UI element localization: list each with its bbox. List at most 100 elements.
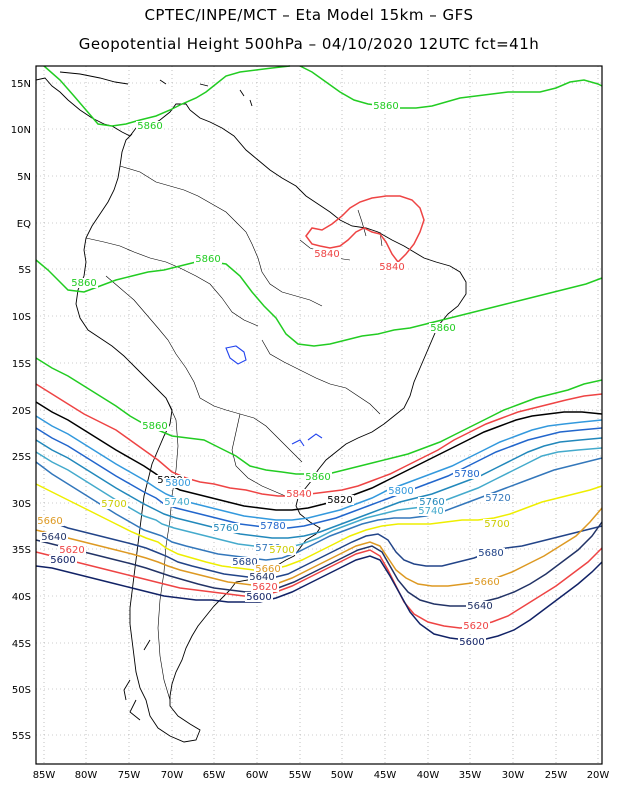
contour-label: 5860: [305, 472, 330, 483]
contour-label: 5700: [101, 499, 126, 510]
contour-label: 5860: [430, 323, 455, 334]
latitude-label: 30S: [12, 499, 31, 510]
contour-label-background: [387, 486, 415, 496]
longitude-label: 30W: [502, 770, 525, 781]
longitude-label: 85W: [33, 770, 56, 781]
latitude-label: 25S: [12, 452, 31, 463]
latitude-label: 15N: [11, 79, 31, 90]
map-frame: [35, 65, 603, 765]
contour-5780: [35, 427, 603, 529]
contour-label: 5860: [71, 278, 96, 289]
contour-label: 5860: [142, 421, 167, 432]
contour-label-background: [268, 545, 296, 555]
contour-label: 5740: [418, 506, 443, 517]
contour-label: 5800: [388, 486, 413, 497]
contour-label-background: [477, 548, 505, 558]
contour-label: 5720: [485, 493, 510, 504]
latitude-label: 10S: [12, 312, 31, 323]
contour-label-background: [304, 472, 332, 482]
chile-islands: [123, 639, 151, 721]
contour-label: 5700: [269, 545, 294, 556]
contour-5640: [35, 521, 603, 607]
contour-label-background: [212, 523, 240, 533]
contour-label-background: [163, 497, 191, 507]
latitude-label: 55S: [12, 731, 31, 742]
contour-5740: [35, 447, 603, 549]
latitude-label: EQ: [17, 219, 31, 230]
cuba-coast: [59, 71, 129, 85]
contour-5720: [35, 457, 603, 561]
latitude-label: 10N: [11, 125, 31, 136]
contour-5800: [35, 415, 603, 521]
pantanal-lake: [225, 345, 247, 365]
contour-label-background: [466, 601, 494, 611]
contour-label-background: [40, 532, 68, 542]
longitude-label: 80W: [75, 770, 98, 781]
graticule-grid: [36, 66, 602, 764]
contour-label-background: [36, 516, 64, 526]
longitude-label: 75W: [118, 770, 141, 781]
contour-labels: 5860 5860 5860 5860 5860 5860 5860 5840 5840 5840…: [36, 101, 512, 648]
contour-label: 5800: [165, 478, 190, 489]
contour-label-background: [417, 506, 445, 516]
latitude-label: 5N: [17, 172, 31, 183]
lagoa-dos-patos: [291, 433, 323, 447]
lakes: [225, 345, 323, 447]
latitude-label: 50S: [12, 685, 31, 696]
longitude-label: 40W: [417, 770, 440, 781]
contour-label-background: [378, 262, 406, 272]
longitude-label: 25W: [545, 770, 568, 781]
contour-label-background: [313, 249, 341, 259]
contour-5600: [35, 555, 603, 641]
contour-label: 5840: [286, 489, 311, 500]
south-america-coast: [75, 109, 467, 743]
contour-label-background: [453, 469, 481, 479]
contour-label: 5860: [195, 254, 220, 265]
contour-label: 5660: [474, 577, 499, 588]
contour-label: 5760: [419, 497, 444, 508]
longitude-label: 50W: [331, 770, 354, 781]
contour-label: 5600: [459, 637, 484, 648]
contour-label-background: [49, 555, 77, 565]
contour-label-background: [458, 637, 486, 647]
central-america-coast: [35, 77, 191, 137]
contour-5820: [35, 401, 603, 511]
contour-label: 5620: [252, 582, 277, 593]
contour-5860-main: [35, 259, 603, 347]
contour-label-background: [251, 582, 279, 592]
latitude-label: 20S: [12, 406, 31, 417]
map-title-line2: Geopotential Height 500hPa – 04/10/2020 …: [78, 35, 540, 53]
contour-label: 5680: [478, 548, 503, 559]
contour-label: 5820: [327, 495, 352, 506]
contour-5700: [35, 483, 603, 571]
contour-label: 5600: [50, 555, 75, 566]
contour-5620: [35, 547, 603, 629]
contour-label: 5860: [373, 101, 398, 112]
contour-label-background: [141, 421, 169, 431]
contour-5760: [35, 437, 603, 539]
coastlines: [35, 71, 467, 743]
contour-label-background: [483, 519, 511, 529]
contour-label: 5760: [213, 523, 238, 534]
contour-label-background: [259, 521, 287, 531]
contour-label: 5620: [59, 545, 84, 556]
contour-label-background: [136, 121, 164, 131]
contour-label: 5680: [232, 557, 257, 568]
contour-5660: [35, 507, 603, 587]
contour-label: 5700: [484, 519, 509, 530]
contour-5840-north: [305, 195, 425, 264]
contour-label: 5640: [41, 532, 66, 543]
contour-label: 5660: [37, 516, 62, 527]
contour-label: 5780: [454, 469, 479, 480]
contour-label-background: [164, 478, 192, 488]
contour-label: 5840: [314, 249, 339, 260]
contour-label-background: [231, 557, 259, 567]
contour-5860-south: [35, 357, 603, 475]
contour-label-background: [100, 499, 128, 509]
contour-label-background: [58, 545, 86, 555]
longitude-label: 70W: [161, 770, 184, 781]
contour-label-background: [429, 323, 457, 333]
longitude-label: 55W: [289, 770, 312, 781]
contour-label-background: [245, 592, 273, 602]
contour-label: 5640: [467, 601, 492, 612]
